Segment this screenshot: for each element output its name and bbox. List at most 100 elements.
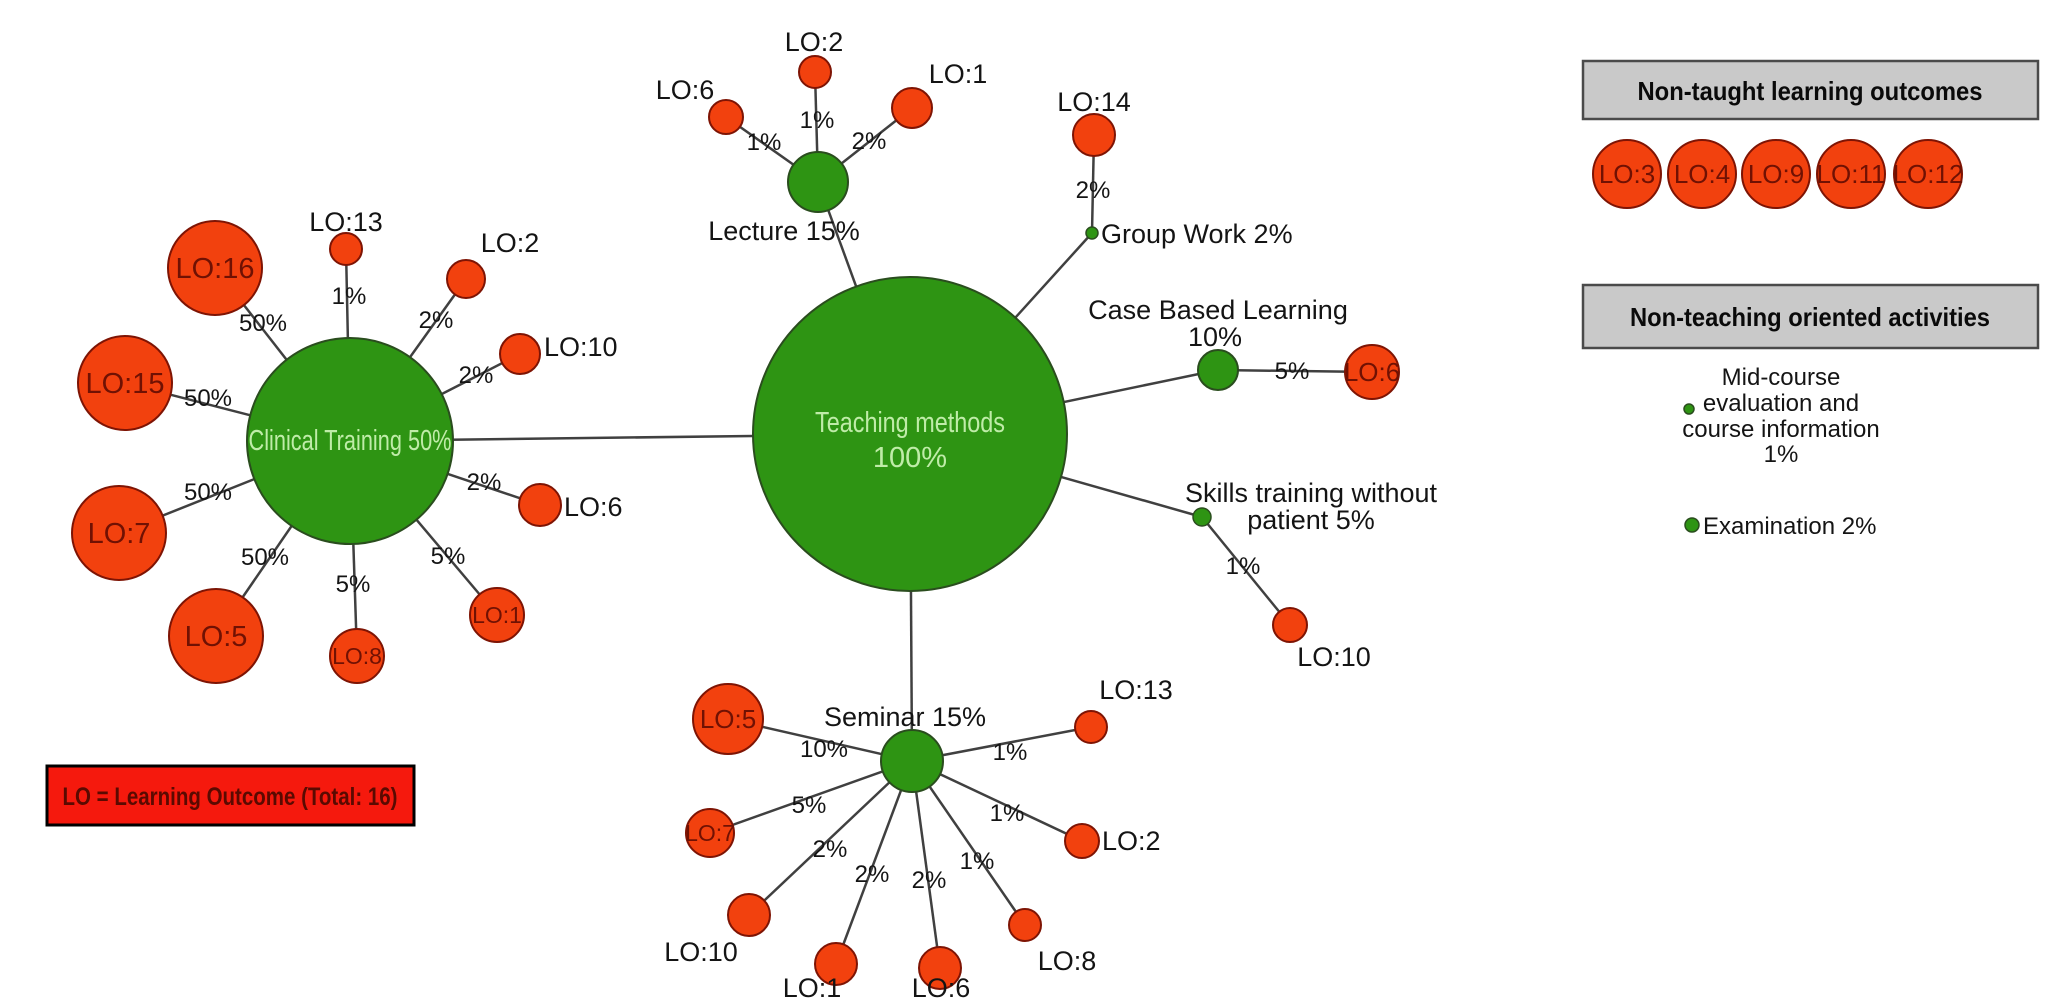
node-lecture [787,151,849,213]
lecture-cluster [708,55,933,213]
node-lo8-seminar [1008,908,1042,942]
lo15-label: LO:15 [86,368,165,400]
pct-clinical-lo5: 50% [241,544,289,571]
groupwork-labels: Group Work 2% LO:14 2% [1057,87,1292,249]
pct-seminar-lo10: 2% [813,836,848,863]
pct-skills-lo10: 1% [1226,553,1261,580]
pct-seminar-lo5: 10% [800,736,848,763]
lecture-labels: Lecture 15% LO:6 LO:2 LO:1 1% 1% 2% [656,27,988,246]
lecture-lo1-label: LO:1 [929,59,988,89]
casebased-pct: 10% [1188,322,1242,352]
lo8-label: LO:8 [332,643,382,669]
legend-box [45,764,416,827]
edge-seminar-lo6 [910,760,942,969]
node-lo13-clinical [329,232,363,266]
edge-seminar-lo7 [709,759,913,835]
clinical-labels: Clinical Training 50% LO:16 LO:13 LO:2 L… [86,207,623,669]
edge-seminar-lo8 [910,760,1027,926]
pct-seminar-lo2: 1% [990,800,1025,827]
pct-clinical-lo13: 1% [332,283,367,310]
skills-lo10-label: LO:10 [1297,642,1371,672]
non-taught-panel: Non-taught learning outcomes LO:3 LO:4 L… [1581,59,2040,209]
pct-seminar-lo13: 1% [993,739,1028,766]
examination-label: Examination 2% [1703,513,1876,540]
node-lo2-clinical [446,259,486,299]
lo16-label: LO:16 [176,253,255,285]
node-lo5-seminar [692,683,764,755]
node-lo1-lecture [891,87,933,129]
node-seminar [880,729,944,793]
node-lo15-clinical [77,335,173,431]
node-lo10-skills [1272,607,1308,643]
non-teaching-title: Non-teaching oriented activities [1630,302,1990,332]
teaching-labels: Teaching methods 100% [815,407,1005,474]
teaching-label-line2: 100% [873,442,947,474]
mid-course-line3: course information [1682,416,1879,443]
node-lo2-seminar [1064,823,1100,859]
pct-seminar-lo1: 2% [855,861,890,888]
dot-examination [1684,517,1700,533]
seminar-lo1-label: LO:1 [783,973,842,1001]
pct-seminar-lo8: 1% [960,848,995,875]
seminar-lo10-label: LO:10 [664,937,738,967]
pct-clinical-lo8: 5% [336,571,371,598]
lo7-label: LO:7 [88,518,151,550]
node-lo6-lecture [708,99,744,135]
casebased-lo6-label: LO:6 [1344,357,1400,387]
mid-course-line1: Mid-course [1722,364,1841,391]
seminar-label: Seminar 15% [824,702,986,732]
dot-mid-course [1683,403,1695,415]
seminar-lo8-label: LO:8 [1038,946,1097,976]
edge-skills-lo10 [1201,516,1291,626]
node-lo14-groupwork [1072,113,1116,157]
node-group-work [1085,226,1099,240]
pct-clinical-lo6: 2% [467,469,502,496]
non-teaching-header-box [1581,283,2040,350]
lo13-label: LO:13 [309,207,383,237]
pct-clinical-lo16: 50% [239,310,287,337]
node-lo6-clinical [518,483,562,527]
seminar-cluster [685,683,1108,990]
node-lo11-nontaught [1816,139,1886,209]
node-lo13-seminar [1074,710,1108,744]
pct-casebased-lo6: 5% [1275,358,1310,385]
node-lo4-nontaught [1667,139,1737,209]
pct-lecture-lo1: 2% [852,128,887,155]
node-lo10-seminar [727,893,771,937]
pct-clinical-lo2: 2% [419,307,454,334]
node-lo3-nontaught [1592,139,1662,209]
skills-labels: Skills training without patient 5% LO:10… [1185,478,1438,672]
node-lo1-seminar [814,942,858,986]
lo3-label: LO:3 [1599,159,1655,189]
seminar-lo2-label: LO:2 [1102,826,1161,856]
seminar-lo5-label: LO:5 [700,704,756,734]
pct-groupwork-lo14: 2% [1076,177,1111,204]
groupwork-lo14-label: LO:14 [1057,87,1131,117]
seminar-labels: Seminar 15% LO:5 LO:13 LO:7 LO:2 LO:10 L… [664,675,1173,1001]
node-lo7-seminar [685,808,735,858]
node-clinical-training [246,337,454,545]
lo4-label: LO:4 [1674,159,1730,189]
lecture-lo6-label: LO:6 [656,75,715,105]
seminar-lo7-label: LO:7 [685,820,735,846]
lecture-lo2-label: LO:2 [785,27,844,57]
lo5-label: LO:5 [185,621,248,653]
node-lo10-clinical [499,333,541,375]
non-taught-header-box [1581,59,2040,121]
seminar-lo6-label: LO:6 [912,973,971,1001]
node-lo6-casebased [1344,344,1400,400]
groupwork-label: Group Work 2% [1101,219,1293,249]
node-teaching-methods [752,276,1068,592]
seminar-lo13-label: LO:13 [1099,675,1173,705]
casebased-labels: Case Based Learning 10% LO:6 5% [1088,295,1400,387]
clinical-label: Clinical Training 50% [249,425,452,457]
node-lo9-nontaught [1741,139,1811,209]
edge-seminar-lo10 [748,760,913,916]
skills-cluster [1192,507,1308,643]
casebased-cluster [1197,344,1400,400]
node-lo16-clinical [167,220,263,316]
node-lo1-clinical [469,587,525,643]
lo2-label: LO:2 [481,228,540,258]
